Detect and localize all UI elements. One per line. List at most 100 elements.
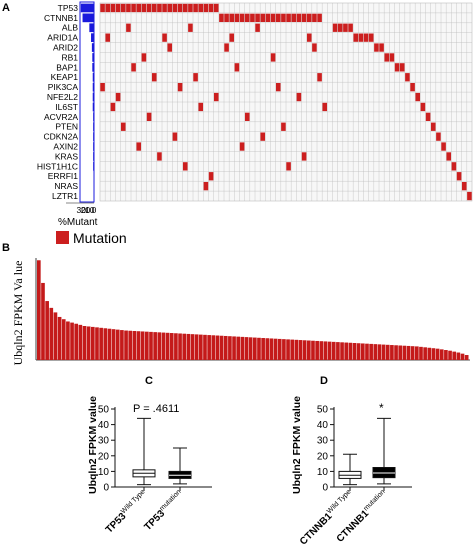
mutation-cell: [157, 3, 162, 13]
category-label: TP53Wild Type: [103, 489, 150, 536]
mutation-cell: [141, 3, 147, 13]
expression-bar: [95, 327, 99, 360]
frequency-bar: [92, 63, 94, 72]
gene-label: ACVR2A: [44, 112, 78, 122]
mutation-cell: [172, 132, 178, 141]
mutation-cell: [322, 102, 328, 112]
expression-bar: [203, 334, 207, 360]
expression-bar: [45, 301, 49, 360]
y-tick-label: 40: [317, 420, 329, 431]
expression-bar: [240, 336, 245, 360]
expression-bar: [41, 282, 45, 360]
expression-bar: [149, 331, 153, 360]
expression-bar: [373, 344, 378, 360]
mutation-cell: [120, 122, 126, 131]
mutation-cell: [141, 53, 147, 62]
mutation-cell: [312, 43, 317, 52]
expression-bar: [115, 329, 120, 360]
mutation-cell: [332, 23, 338, 32]
mutation-cell: [384, 53, 390, 62]
expression-bar: [228, 336, 232, 360]
expression-bar: [219, 335, 224, 360]
gene-label: ERRFI1: [48, 171, 79, 181]
mutation-cell: [467, 191, 472, 201]
panel-c-label: C: [145, 375, 153, 387]
panel-d-label: D: [320, 375, 328, 387]
mutation-cell: [234, 63, 240, 72]
mutation-cell: [115, 92, 121, 102]
gene-label: AXIN2: [53, 142, 78, 152]
mutation-cell: [399, 63, 405, 72]
frequency-bar: [80, 3, 94, 13]
expression-bar: [194, 334, 199, 360]
mutation-cell: [306, 13, 312, 22]
expression-bar: [211, 335, 216, 360]
mutation-cell: [126, 3, 131, 13]
mutation-cell: [136, 142, 142, 151]
gene-label: CDKN2A: [44, 132, 79, 142]
expression-bar: [190, 334, 195, 360]
expression-bar: [394, 345, 398, 360]
expression-bar: [419, 346, 423, 360]
mutation-cell: [244, 13, 250, 22]
expression-bar: [323, 341, 328, 360]
frequency-bar: [91, 43, 94, 52]
mutation-cell: [213, 3, 219, 13]
mutation-cell: [100, 3, 105, 13]
expression-bar: [140, 331, 145, 360]
mutation-cell: [100, 83, 105, 92]
expression-bar: [153, 332, 157, 360]
gene-label: LZTR1: [52, 191, 78, 201]
mutation-cell: [420, 102, 426, 112]
mutation-cell: [270, 13, 276, 22]
expression-bar: [431, 348, 436, 360]
expression-bar: [145, 331, 149, 360]
mutation-legend-swatch: [56, 231, 69, 244]
expression-bar: [207, 335, 211, 360]
panel-c-y-label: Ubqln2 FPKM value: [87, 396, 99, 494]
mutation-cell: [224, 43, 229, 52]
expression-bar: [232, 336, 236, 360]
mutation-cell: [110, 102, 116, 112]
mutation-cell: [343, 23, 348, 32]
mutation-cell: [286, 162, 291, 171]
expression-bar: [57, 316, 62, 360]
expression-bar: [103, 328, 108, 360]
mutation-cell: [379, 43, 384, 52]
mutation-cell: [182, 162, 188, 171]
expression-bar: [178, 333, 182, 360]
mutation-cell: [167, 3, 173, 13]
mutation-cell: [208, 3, 214, 13]
mutation-cell: [229, 33, 235, 42]
mutation-legend-label: Mutation: [73, 230, 127, 246]
frequency-plot-frame: [79, 1, 95, 203]
frequency-bar: [92, 72, 94, 82]
mutation-cell: [162, 3, 167, 13]
mutation-cell: [120, 3, 126, 13]
expression-bar: [344, 342, 349, 360]
expression-bar: [261, 338, 265, 360]
mutation-cell: [358, 33, 364, 42]
expression-bar: [53, 312, 58, 360]
expression-bar: [161, 332, 166, 360]
gene-label: NFE2L2: [47, 92, 78, 102]
expression-bar: [99, 327, 103, 360]
mutation-cell: [177, 3, 183, 13]
mutation-cell: [255, 13, 260, 22]
expression-bar: [199, 334, 203, 360]
expression-axis-label: Ubqln2 FPKM Va lue: [11, 261, 25, 366]
panel-a-label: A: [2, 2, 10, 14]
y-tick-label: 20: [98, 451, 110, 462]
expression-bar: [385, 344, 390, 360]
expression-bar: [444, 350, 448, 360]
expression-bar: [74, 323, 79, 360]
expression-bar: [402, 345, 407, 360]
expression-bar: [340, 342, 344, 360]
expression-bar: [244, 337, 249, 360]
mutation-cell: [430, 122, 436, 131]
expression-bar: [61, 319, 66, 360]
expression-bar: [336, 342, 340, 360]
mutation-cell: [275, 13, 281, 22]
